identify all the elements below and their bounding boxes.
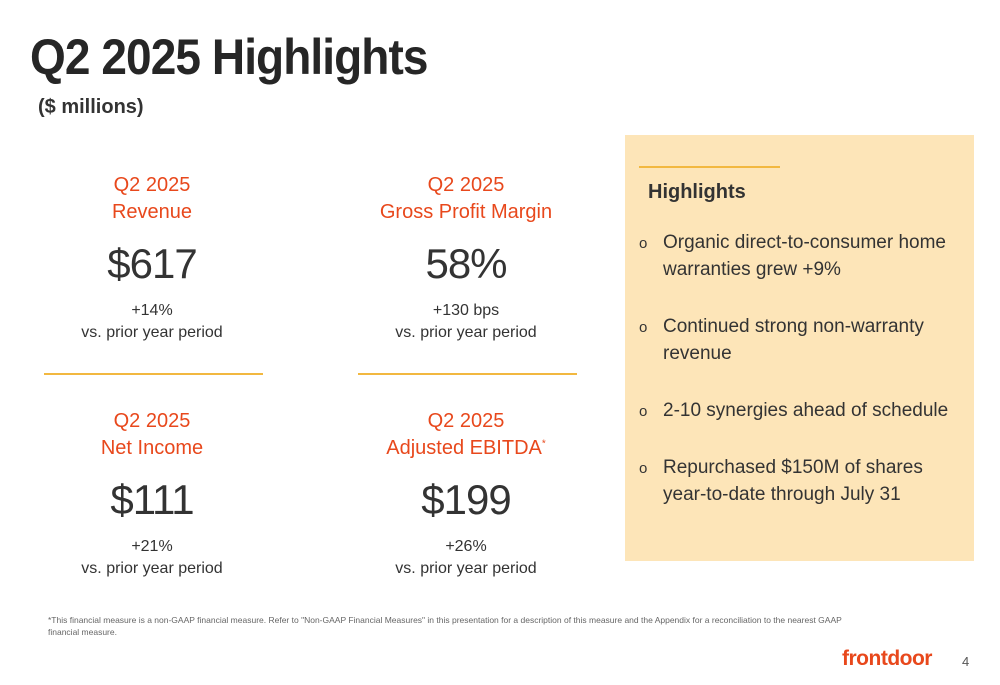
metric-revenue: Q2 2025 Revenue $617 +14% vs. prior year…: [22, 172, 282, 344]
divider: [44, 373, 263, 375]
highlights-panel: Highlights o Organic direct-to-consumer h…: [625, 135, 974, 561]
metric-change: +21% vs. prior year period: [22, 536, 282, 580]
metric-label-name: Net Income: [100, 437, 204, 459]
metric-change: +14% vs. prior year period: [22, 300, 282, 344]
metric-value: 58%: [425, 240, 507, 287]
highlight-item: o 2-10 synergies ahead of schedule: [639, 397, 964, 424]
highlight-text: Organic direct-to-consumer home warranti…: [663, 232, 946, 280]
page-subtitle: ($ millions): [38, 96, 144, 118]
highlight-item: o Repurchased $150M of shares year-to-dat…: [639, 454, 964, 508]
divider: [358, 373, 577, 375]
metric-label-name: Revenue: [111, 201, 193, 223]
metric-label-period: Q2 2025: [113, 174, 191, 196]
metric-label-name: Adjusted EBITDA*: [336, 435, 596, 462]
metric-gross-profit-margin: Q2 2025 Gross Profit Margin 58% +130 bps…: [336, 172, 596, 344]
footnote-marker: *: [541, 438, 546, 450]
metric-change-amount: +21%: [131, 538, 173, 555]
metric-label: Q2 2025 Net Income: [22, 408, 282, 462]
metric-label-period: Q2 2025: [427, 174, 505, 196]
metric-label-period: Q2 2025: [113, 410, 191, 432]
metric-label-name: Gross Profit Margin: [379, 201, 553, 223]
frontdoor-logo: frontdoor: [842, 647, 932, 670]
highlights-list: o Organic direct-to-consumer home warrant…: [639, 229, 964, 508]
page-number: 4: [962, 654, 970, 669]
panel-accent-rule: [639, 166, 780, 168]
metric-label-text: Adjusted EBITDA: [386, 437, 542, 459]
metric-label: Q2 2025 Revenue: [22, 172, 282, 226]
metric-label-period: Q2 2025: [427, 410, 505, 432]
metric-value: $617: [107, 240, 197, 287]
metric-label: Q2 2025 Adjusted EBITDA*: [336, 408, 596, 462]
metric-label: Q2 2025 Gross Profit Margin: [336, 172, 596, 226]
metric-change-comparison: vs. prior year period: [81, 560, 223, 577]
page-title: Q2 2025 Highlights: [30, 29, 428, 85]
bullet-icon: o: [639, 319, 648, 336]
bullet-icon: o: [639, 235, 648, 252]
metric-adjusted-ebitda: Q2 2025 Adjusted EBITDA* $199 +26% vs. p…: [336, 408, 596, 580]
metric-change: +26% vs. prior year period: [336, 536, 596, 580]
metric-change-amount: +130 bps: [432, 302, 500, 319]
highlight-text: Continued strong non-warranty revenue: [663, 316, 924, 364]
metric-change-comparison: vs. prior year period: [81, 324, 223, 341]
metric-value: $199: [421, 476, 511, 523]
metric-change-amount: +26%: [445, 538, 487, 555]
metric-value: $111: [110, 476, 194, 523]
highlight-text: 2-10 synergies ahead of schedule: [663, 400, 949, 421]
metric-change-comparison: vs. prior year period: [395, 324, 537, 341]
metric-net-income: Q2 2025 Net Income $111 +21% vs. prior y…: [22, 408, 282, 580]
highlight-text: Repurchased $150M of shares year-to-date…: [663, 457, 923, 505]
metric-change-comparison: vs. prior year period: [395, 560, 537, 577]
highlight-item: o Continued strong non-warranty revenue: [639, 313, 964, 367]
bullet-icon: o: [639, 403, 648, 420]
metric-change-amount: +14%: [131, 302, 173, 319]
bullet-icon: o: [639, 460, 648, 477]
metric-change: +130 bps vs. prior year period: [336, 300, 596, 344]
highlight-item: o Organic direct-to-consumer home warrant…: [639, 229, 964, 283]
footnote: *This financial measure is a non-GAAP fi…: [48, 615, 842, 637]
highlights-heading: Highlights: [648, 181, 746, 203]
